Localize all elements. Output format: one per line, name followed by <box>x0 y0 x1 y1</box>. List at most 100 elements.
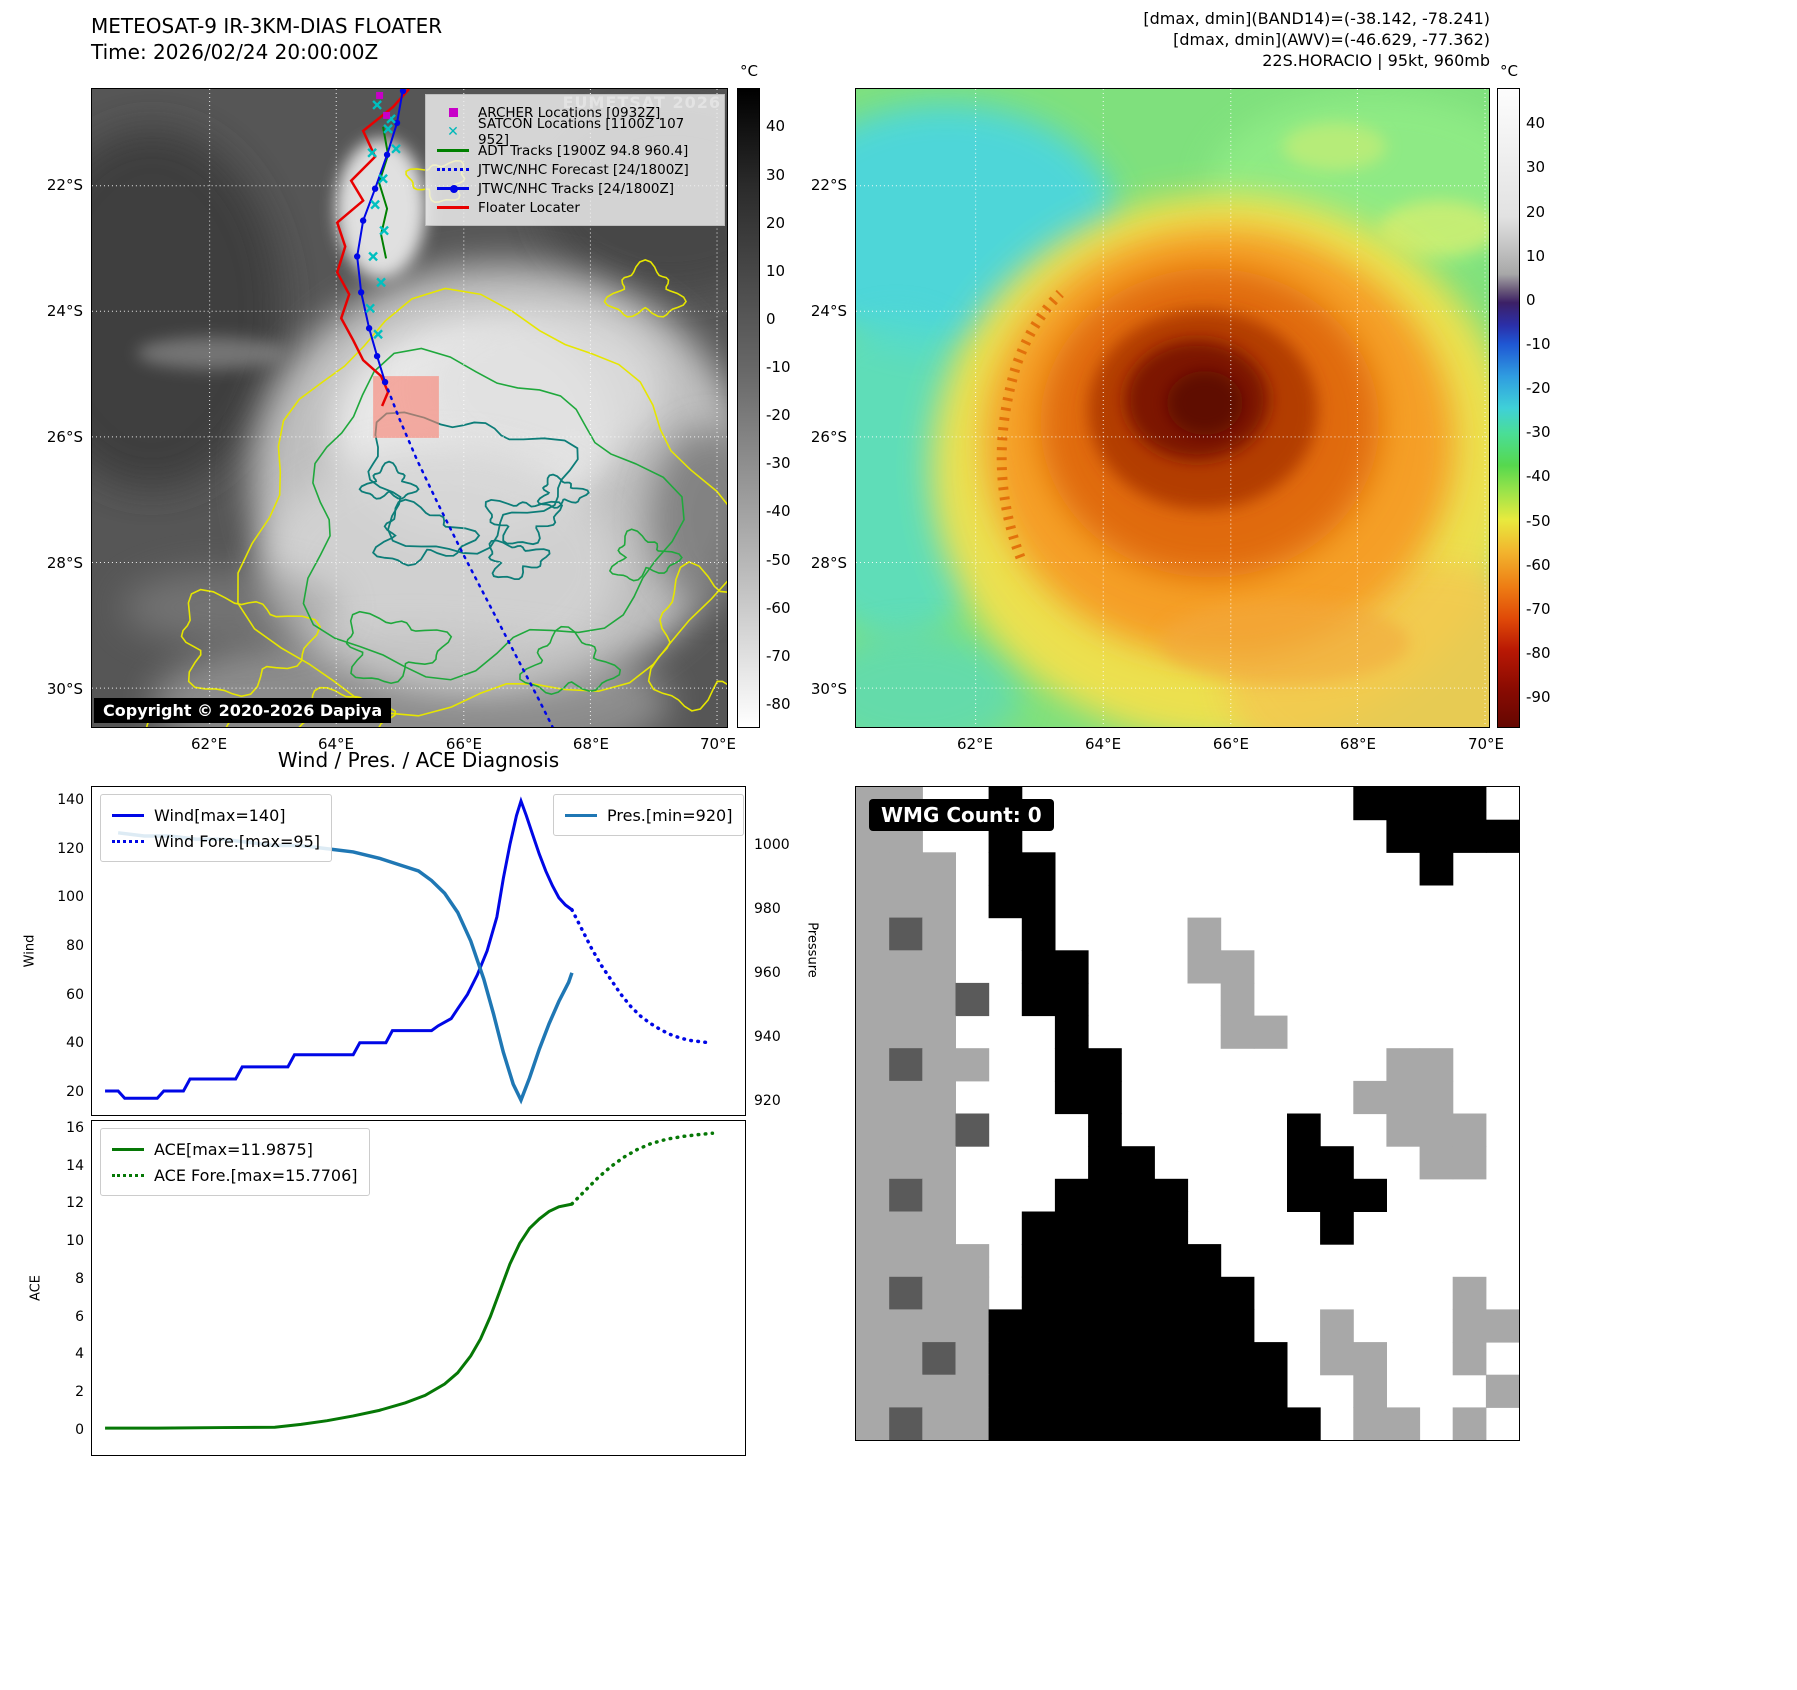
legend-row: ARCHER Locations [0932Z] <box>436 103 714 122</box>
contour-lines <box>145 159 727 727</box>
ir-lon-tick: 64°E <box>1084 735 1122 753</box>
wmg-cell <box>1353 1080 1387 1115</box>
wmg-cell <box>1154 1374 1189 1408</box>
wmg-cell <box>955 1113 990 1147</box>
wmg-cell <box>955 1374 990 1408</box>
wmg-cell <box>1419 1113 1454 1147</box>
wmg-cell <box>922 1407 956 1440</box>
wmg-cell <box>1353 1374 1387 1408</box>
wmg-cell <box>1452 819 1487 853</box>
wmg-cell <box>922 1015 956 1049</box>
ace-max-11-9875--line <box>105 1202 573 1430</box>
wmg-cell <box>1286 1146 1321 1180</box>
wmg-cell <box>1054 1244 1089 1278</box>
meteosat-colorbar-unit: °C <box>740 62 758 80</box>
ir-lon-tick: 66°E <box>1212 735 1250 753</box>
chart-ytick-left: 60 <box>66 986 84 1003</box>
wmg-cell <box>1452 787 1487 821</box>
meteosat-colorbar-tick: -20 <box>766 406 791 425</box>
wmg-cell <box>1021 1244 1056 1278</box>
solid-line-icon <box>112 813 144 817</box>
wmg-cell <box>856 1015 890 1049</box>
wmg-cell <box>922 982 956 1017</box>
wmg-cell <box>1220 1309 1255 1343</box>
wmg-cell <box>1121 1342 1155 1376</box>
meteosat-colorbar-tick: -60 <box>766 598 791 617</box>
wmg-cell <box>922 1211 956 1245</box>
contour-green <box>302 347 685 681</box>
wmg-cell <box>1088 1113 1122 1147</box>
wmg-cell <box>1386 819 1421 853</box>
ir-lon-tick: 68°E <box>1339 735 1377 753</box>
meteosat-colorbar-tick: 40 <box>766 117 786 136</box>
chart-ytick-right: 960 <box>754 964 781 981</box>
storm-cloud-field <box>856 94 1489 727</box>
wmg-cell <box>856 884 890 919</box>
wmg-cell <box>955 1048 990 1082</box>
wmg-cell <box>922 1048 956 1082</box>
wmg-cell <box>1452 1407 1487 1440</box>
legend-row: Wind Fore.[max=95] <box>112 828 320 854</box>
wmg-cell <box>1253 1342 1288 1376</box>
wmg-cell <box>889 884 923 919</box>
solid-line-icon <box>565 813 597 817</box>
wmg-cell <box>1452 1309 1487 1343</box>
legend-row: ACE Fore.[max=15.7706] <box>112 1162 358 1188</box>
wmg-cell <box>1419 1080 1454 1115</box>
wind-axis-label: Wind <box>22 934 38 968</box>
meteosat-title: METEOSAT-9 IR-3KM-DIAS FLOATER <box>91 14 443 38</box>
ir-colorbar-tick: -60 <box>1526 555 1551 574</box>
wmg-cell <box>1154 1342 1189 1376</box>
wmg-cell <box>1187 1407 1222 1440</box>
wmg-cell <box>922 1080 956 1115</box>
wmg-cell <box>1021 1276 1056 1310</box>
wmg-cell <box>889 982 923 1017</box>
wmg-cell <box>955 1342 990 1376</box>
wmg-cell <box>955 1309 990 1343</box>
chart-ytick-left: 80 <box>66 938 84 954</box>
wmg-cell <box>889 1080 923 1115</box>
wmg-cell <box>889 1178 923 1212</box>
wmg-cell <box>1054 1374 1089 1408</box>
wmg-cell <box>1021 917 1056 951</box>
wmg-cell <box>1054 1407 1089 1440</box>
wmg-cell <box>1021 1407 1056 1440</box>
wmg-cell <box>1054 1080 1089 1115</box>
wmg-cell <box>1154 1309 1189 1343</box>
ir-colorbar-tick: 30 <box>1526 158 1546 177</box>
wmg-cell <box>856 1178 890 1212</box>
wmg-cell <box>1220 1407 1255 1440</box>
grid-lines <box>92 89 727 727</box>
wmg-cell <box>922 884 956 919</box>
wmg-cell <box>922 852 956 886</box>
legend-row: Floater Locater <box>436 198 714 217</box>
wind-legend: Wind[max=140] Wind Fore.[max=95] <box>100 794 332 862</box>
ir-colorbar <box>1497 88 1520 728</box>
wmg-cell <box>955 1407 990 1440</box>
meteosat-colorbar-tick: -70 <box>766 646 791 665</box>
wmg-cell <box>1320 1342 1354 1376</box>
ace-axis-label: ACE <box>28 1275 44 1301</box>
wmg-cell <box>1187 917 1222 951</box>
legend-row: ADT Tracks [1900Z 94.8 960.4] <box>436 141 714 160</box>
wmg-cell <box>988 1407 1023 1440</box>
line-dot-icon <box>436 184 470 193</box>
wmg-cell <box>1054 1048 1089 1082</box>
wmg-cell <box>856 917 890 951</box>
wmg-cell <box>1088 1178 1122 1212</box>
wmg-cell <box>1021 950 1056 984</box>
meteosat-time: Time: 2026/02/24 20:00:00Z <box>91 40 379 64</box>
ir-colorbar-tick: -50 <box>1526 511 1551 530</box>
ir-header-awv: [dmax, dmin](AWV)=(-46.629, -77.362) <box>1173 30 1490 49</box>
ace-plot-area <box>105 1131 715 1430</box>
wmg-cell <box>922 1309 956 1343</box>
ir-colorbar-tick: 0 <box>1526 290 1536 309</box>
wmg-cell <box>1021 982 1056 1017</box>
chart-ytick-right: 980 <box>754 900 781 917</box>
legend-label: SATCON Locations [1100Z 107 952] <box>478 115 685 148</box>
wmg-panel: WMG Count: 0 <box>855 786 1520 1441</box>
wmg-cell <box>889 917 923 951</box>
ir-colorbar-tick: 10 <box>1526 246 1546 265</box>
diagnosis-title: Wind / Pres. / ACE Diagnosis <box>277 748 560 772</box>
wmg-cell <box>1452 1276 1487 1310</box>
